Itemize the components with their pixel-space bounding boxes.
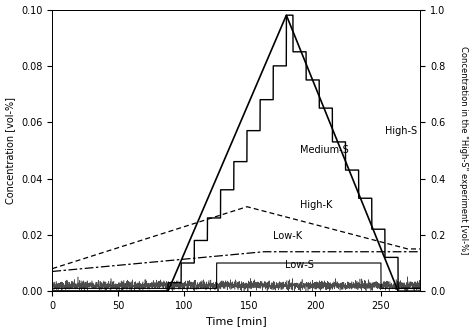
Text: High-S: High-S: [385, 125, 417, 136]
Text: High-K: High-K: [300, 200, 332, 210]
Text: Medium-S: Medium-S: [300, 145, 348, 155]
Y-axis label: Concentration [vol-%]: Concentration [vol-%]: [6, 97, 16, 204]
Y-axis label: Concentration in the "High-S" experiment [vol-%]: Concentration in the "High-S" experiment…: [459, 46, 468, 255]
X-axis label: Time [min]: Time [min]: [206, 316, 267, 326]
Text: Low-S: Low-S: [285, 260, 314, 270]
Text: Low-K: Low-K: [273, 231, 302, 241]
